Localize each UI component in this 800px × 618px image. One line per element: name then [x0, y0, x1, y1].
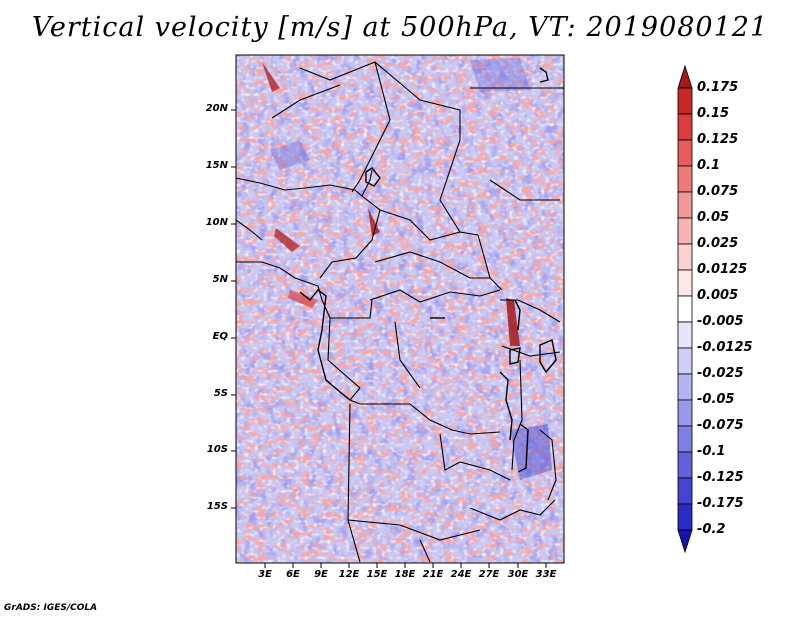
lat-label: 15N	[205, 160, 228, 171]
lat-label: 15S	[206, 501, 228, 512]
lat-label: 10N	[205, 217, 228, 228]
colorbar-label: 0.075	[697, 184, 739, 199]
shaded-velocity-field	[236, 55, 564, 563]
plot-title: Vertical velocity [m/s] at 500hPa, VT: 2…	[31, 12, 769, 43]
colorbar-label: 0.125	[697, 132, 739, 147]
colorbar-label: 0.0125	[697, 262, 748, 277]
colorbar-swatch	[677, 347, 693, 375]
latitude-ticks	[231, 109, 236, 509]
colorbar-label: 0.175	[697, 80, 739, 95]
colorbar-swatch	[677, 295, 693, 323]
map-frame	[235, 54, 565, 564]
colorbar-label: 0.15	[697, 106, 730, 121]
colorbar-swatch	[677, 503, 693, 531]
colorbar-lower-tip	[677, 529, 693, 554]
lat-label: 10S	[206, 444, 228, 455]
colorbar-swatch	[677, 321, 693, 349]
colorbar-label: -0.2	[697, 522, 726, 537]
colorbar-swatch	[677, 217, 693, 245]
colorbar-swatch	[677, 477, 693, 505]
lat-label: 5N	[212, 274, 228, 285]
colorbar-label: -0.175	[697, 496, 744, 511]
colorbar-swatch	[677, 87, 693, 115]
lon-label: 15E	[366, 569, 388, 580]
colorbar-swatch	[677, 269, 693, 297]
lon-label: 21E	[422, 569, 444, 580]
coastlines-and-lakes	[299, 67, 557, 473]
colorbar-swatch	[677, 191, 693, 219]
longitude-ticks	[264, 563, 547, 568]
colorbar-upper-tip	[677, 64, 693, 89]
colorbar-label: -0.0125	[697, 340, 753, 355]
lon-label: 27E	[478, 569, 500, 580]
colorbar	[677, 64, 693, 554]
lon-label: 3E	[258, 569, 272, 580]
colorbar-label: -0.075	[697, 418, 744, 433]
lon-label: 33E	[535, 569, 557, 580]
colorbar-label: 0.025	[697, 236, 739, 251]
lat-label: 20N	[205, 103, 228, 114]
lat-label: 5S	[213, 388, 228, 399]
lon-label: 9E	[314, 569, 328, 580]
country-borders	[236, 61, 564, 563]
colorbar-swatch	[677, 399, 693, 427]
lon-label: 18E	[394, 569, 416, 580]
lon-label: 30E	[507, 569, 529, 580]
lat-label: EQ	[212, 331, 228, 342]
lon-label: 24E	[450, 569, 472, 580]
colorbar-swatch	[677, 165, 693, 193]
colorbar-swatch	[677, 113, 693, 141]
colorbar-swatch	[677, 243, 693, 271]
lon-label: 12E	[338, 569, 360, 580]
colorbar-label: -0.1	[697, 444, 726, 459]
colorbar-swatch	[677, 425, 693, 453]
colorbar-label: -0.125	[697, 470, 744, 485]
colorbar-label: -0.05	[697, 392, 735, 407]
colorbar-label: 0.005	[697, 288, 739, 303]
colorbar-label: -0.025	[697, 366, 744, 381]
colorbar-label: 0.05	[697, 210, 730, 225]
lon-label: 6E	[286, 569, 300, 580]
colorbar-swatch	[677, 373, 693, 401]
colorbar-swatch	[677, 451, 693, 479]
credit-text: GrADS: IGES/COLA	[4, 603, 98, 613]
colorbar-label: 0.1	[697, 158, 721, 173]
colorbar-label: -0.005	[697, 314, 744, 329]
colorbar-swatch	[677, 139, 693, 167]
